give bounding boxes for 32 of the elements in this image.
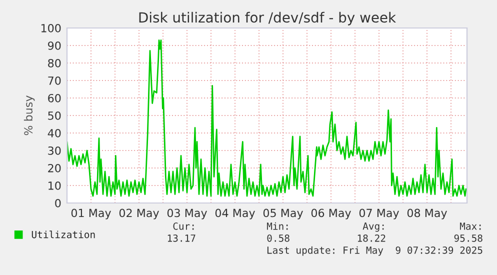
y-tick-label: 10: [48, 181, 61, 190]
text: Cur:: [173, 222, 194, 230]
y-tick-label: 0: [55, 198, 61, 208]
x-tick-label: 04 May: [215, 208, 255, 220]
text: 13.17: [168, 234, 196, 242]
y-tick-label: 30: [48, 146, 61, 155]
y-tick-label: 50: [48, 111, 61, 120]
y-tick-label: 40: [48, 128, 61, 138]
y-tick-label: 90: [48, 41, 61, 50]
x-tick-label: 06 May: [311, 208, 351, 220]
y-tick-label: 70: [48, 76, 61, 85]
text: 0.58: [267, 234, 290, 242]
y-tick-label: 20: [48, 164, 61, 172]
x-tick-label: 01 May: [71, 208, 111, 220]
x-tick-label: 02 May: [119, 208, 159, 220]
x-tick-label: 08 May: [407, 208, 447, 220]
text: 18.22: [358, 234, 386, 242]
text: Avg:: [362, 222, 384, 232]
text: 95.58: [454, 234, 482, 242]
x-tick-label: 07 May: [359, 208, 399, 220]
y-tick-label: 80: [48, 58, 61, 68]
x-tick-label: 05 May: [263, 208, 303, 220]
text: Min:: [266, 222, 288, 230]
y-axis-title: % busy: [24, 96, 35, 136]
chart-title: Disk utilization for /dev/sdf - by week: [139, 12, 396, 26]
y-tick-label: 60: [48, 94, 61, 102]
text: Last update: Fri May 9 07:32:39 2025: [267, 246, 482, 256]
y-tick-label: 100: [41, 24, 61, 32]
legend-label: Utilization: [32, 230, 95, 238]
x-tick-label: 03 May: [167, 208, 207, 220]
line-series: [67, 40, 467, 197]
text: Max:: [460, 222, 481, 230]
